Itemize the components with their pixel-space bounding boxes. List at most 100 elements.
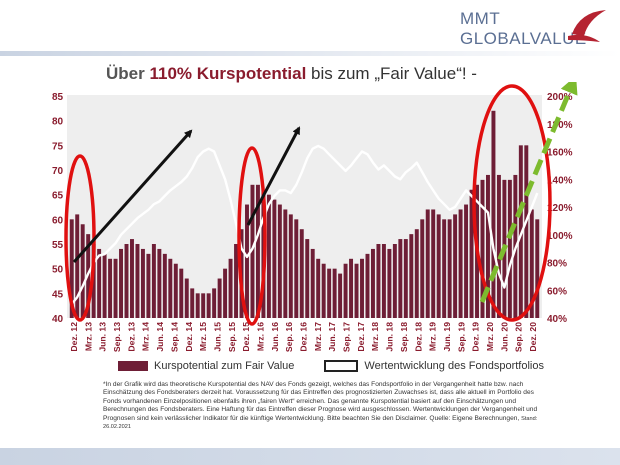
- bar: [458, 209, 463, 318]
- y-left-tick-label: 75: [52, 141, 64, 152]
- x-tick-label: Dez. 15: [241, 322, 251, 352]
- bar: [130, 239, 134, 318]
- bar: [119, 248, 124, 318]
- x-tick-label: Dez. 16: [299, 322, 309, 352]
- headline-part-2: bis zum „Fair Value“! -: [306, 64, 477, 83]
- y-right-tick-label: 100%: [547, 231, 573, 242]
- bar: [173, 263, 178, 318]
- bar: [179, 268, 184, 318]
- bar: [321, 263, 326, 318]
- forecast-arrow: [479, 82, 578, 303]
- bar: [403, 239, 408, 318]
- y-right-tick-label: 180%: [547, 120, 573, 131]
- bar: [398, 239, 403, 318]
- bar: [195, 293, 200, 318]
- x-tick-label: Jun. 16: [270, 322, 280, 352]
- bar: [140, 248, 145, 318]
- y-left-tick-label: 55: [52, 240, 64, 251]
- bar: [360, 258, 364, 318]
- bar: [206, 293, 211, 318]
- x-tick-label: Sep. 16: [284, 322, 294, 352]
- x-tick-label: Jun. 13: [98, 322, 108, 352]
- x-tick-label: Dez. 14: [184, 322, 194, 352]
- bar: [420, 219, 425, 318]
- y-left-tick-label: 80: [52, 117, 64, 128]
- header-divider: [0, 51, 620, 56]
- x-tick-label: Jun. 14: [155, 322, 165, 352]
- bar: [245, 204, 249, 318]
- brand-line-2: GLOBALVALUE: [460, 29, 587, 48]
- bar: [370, 248, 375, 318]
- x-tick-label: Dez. 18: [413, 322, 423, 352]
- bar: [124, 244, 129, 318]
- footnote-text: *In der Grafik wird das theoretische Kur…: [103, 381, 538, 422]
- x-tick-label: Mrz. 20: [485, 322, 495, 351]
- bar: [108, 258, 113, 318]
- bar: [376, 244, 381, 318]
- bar: [343, 263, 348, 318]
- y-left-tick-label: 85: [52, 92, 64, 103]
- x-tick-label: Dez. 19: [471, 322, 481, 352]
- bar: [338, 273, 343, 318]
- x-tick-label: Mrz. 15: [198, 322, 208, 351]
- x-tick-label: Mrz. 16: [255, 322, 265, 351]
- y-right-tick-label: 140%: [547, 175, 573, 186]
- bar: [447, 219, 452, 318]
- bar: [217, 278, 222, 318]
- bar: [310, 248, 315, 318]
- bar: [392, 244, 397, 318]
- y-right-tick-label: 200%: [547, 92, 573, 103]
- bar: [507, 179, 512, 318]
- y-left-tick-label: 50: [52, 265, 64, 276]
- bar: [97, 248, 102, 318]
- brand-wordmark: MMT GLOBALVALUE: [460, 9, 587, 49]
- bar: [277, 204, 282, 318]
- bar: [234, 244, 239, 318]
- slide-headline: Über 110% Kurspotential bis zum „Fair Va…: [106, 64, 477, 84]
- bar: [436, 214, 441, 318]
- bar: [75, 214, 80, 318]
- y-left-tick-label: 60: [52, 215, 64, 226]
- bar: [414, 229, 419, 318]
- bar: [102, 253, 107, 318]
- bar: [228, 258, 233, 318]
- x-tick-label: Dez. 12: [69, 322, 79, 352]
- bar: [480, 179, 485, 318]
- bar: [113, 258, 118, 318]
- x-tick-label: Mrz. 14: [141, 322, 151, 351]
- bar: [387, 248, 392, 318]
- x-tick-label: Dez. 17: [356, 322, 366, 352]
- bar: [151, 244, 156, 318]
- bar: [464, 204, 469, 318]
- bar: [162, 253, 167, 318]
- series-line-fondsportfolio: [70, 144, 539, 305]
- bar: [332, 268, 337, 318]
- x-tick-label: Mrz. 13: [83, 322, 93, 351]
- trend-arrow-2: [246, 126, 301, 226]
- x-tick-label: Sep. 20: [514, 322, 524, 352]
- bar: [491, 110, 496, 318]
- bar: [535, 219, 540, 318]
- y-right-tick-label: 60%: [547, 286, 567, 297]
- headline-highlight: 110% Kurspotential: [149, 64, 307, 83]
- y-right-tick-label: 80%: [547, 259, 567, 270]
- bar: [157, 248, 162, 318]
- x-tick-label: Sep. 17: [342, 322, 352, 352]
- y-left-tick-label: 40: [52, 314, 64, 325]
- bar: [469, 189, 474, 318]
- x-tick-label: Sep. 18: [399, 322, 409, 352]
- plot-area: [67, 95, 542, 318]
- bar: [201, 293, 206, 318]
- bar: [294, 219, 299, 318]
- headline-part-1: Über: [106, 64, 150, 83]
- y-right-tick-label: 160%: [547, 148, 573, 159]
- y-left-tick-label: 45: [52, 289, 64, 300]
- x-tick-label: Mrz. 17: [313, 322, 323, 351]
- bar: [327, 268, 332, 318]
- bar: [69, 219, 74, 318]
- bar: [381, 244, 386, 318]
- brand-line-1: MMT: [460, 9, 501, 28]
- bar: [288, 214, 293, 318]
- bar: [250, 184, 255, 318]
- trend-arrow-1: [72, 129, 193, 263]
